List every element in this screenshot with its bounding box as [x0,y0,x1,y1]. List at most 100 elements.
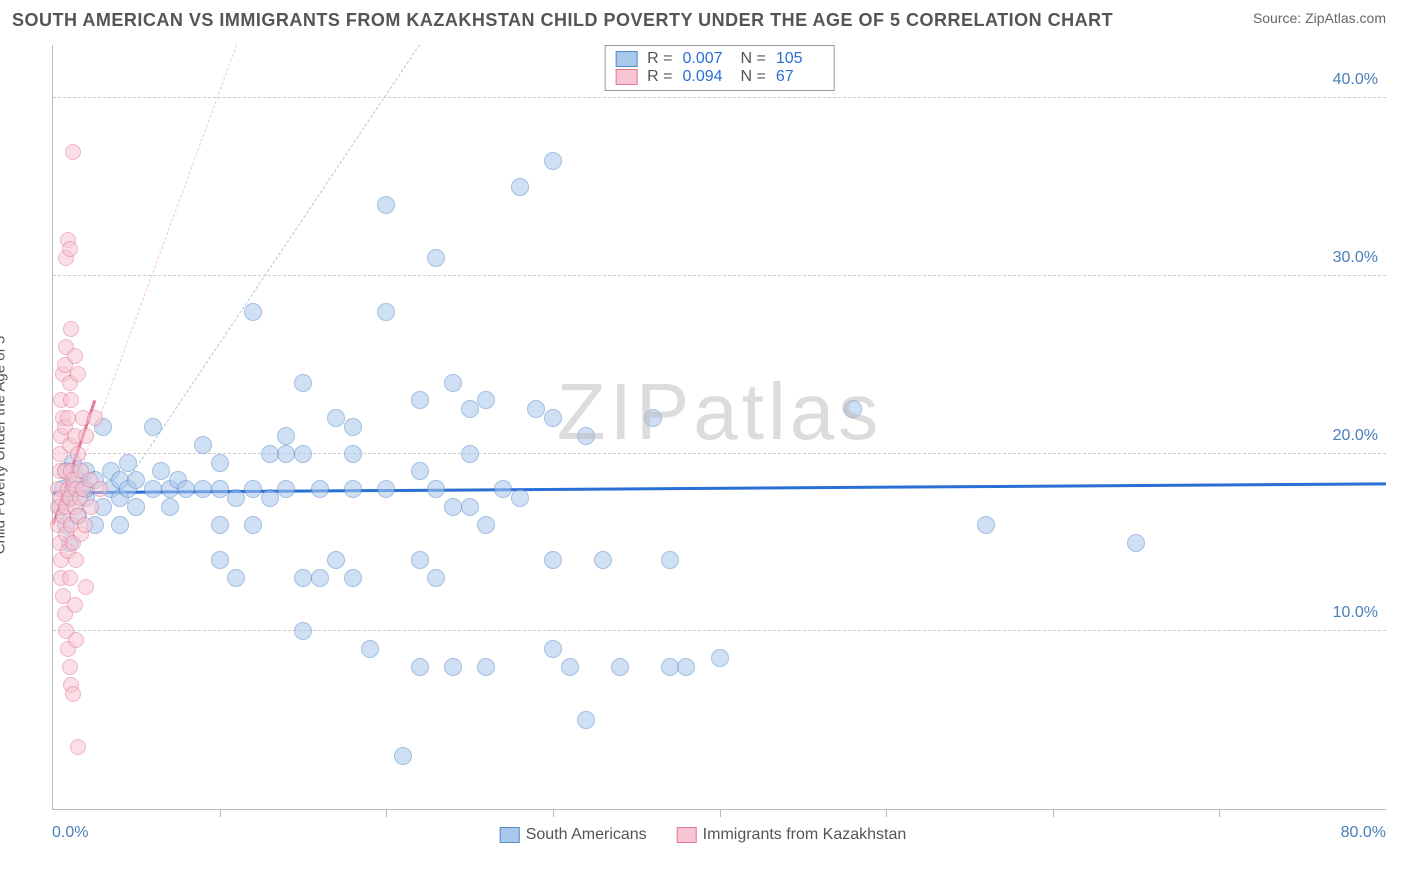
data-point [344,480,362,498]
y-tick-label: 20.0% [1333,427,1378,445]
data-point [477,516,495,534]
data-point [261,489,279,507]
x-axis-min-label: 0.0% [52,824,88,842]
legend-n-value: 105 [776,50,824,68]
data-point [68,552,84,568]
gridline [53,630,1386,631]
data-point [844,400,862,418]
legend-item: South Americans [500,826,647,844]
data-point [644,409,662,427]
data-point [511,489,529,507]
y-tick-label: 30.0% [1333,249,1378,267]
chart-source: Source: ZipAtlas.com [1253,10,1386,26]
x-tick [553,809,554,817]
data-point [177,480,195,498]
data-point [211,516,229,534]
data-point [244,516,262,534]
data-point [127,498,145,516]
data-point [977,516,995,534]
data-point [427,569,445,587]
data-point [227,569,245,587]
data-point [461,445,479,463]
data-point [494,480,512,498]
data-point [461,498,479,516]
data-point [277,427,295,445]
data-point [63,321,79,337]
data-point [444,658,462,676]
data-point [70,366,86,382]
data-point [1127,534,1145,552]
data-point [594,551,612,569]
x-tick [386,809,387,817]
data-point [152,462,170,480]
data-point [411,462,429,480]
data-point [63,392,79,408]
data-point [577,427,595,445]
data-point [127,471,145,489]
data-point [444,374,462,392]
y-tick-label: 10.0% [1333,604,1378,622]
x-tick [1053,809,1054,817]
data-point [244,480,262,498]
legend-r-value: 0.094 [683,68,731,86]
data-point [65,686,81,702]
source-prefix: Source: [1253,10,1305,26]
data-point [67,597,83,613]
watermark: ZIPatlas [557,366,882,458]
chart-container: Child Poverty Under the Age of 5 ZIPatla… [10,40,1396,850]
data-point [70,446,86,462]
data-point [294,622,312,640]
data-point [344,418,362,436]
data-point [427,480,445,498]
data-point [544,640,562,658]
data-point [62,659,78,675]
data-point [411,391,429,409]
data-point [83,499,99,515]
data-point [361,640,379,658]
data-point [294,445,312,463]
data-point [211,454,229,472]
data-point [87,410,103,426]
data-point [68,632,84,648]
data-point [444,498,462,516]
legend-n-label: N = [741,50,766,68]
data-point [62,241,78,257]
data-point [477,658,495,676]
legend-item: Immigrants from Kazakhstan [677,826,907,844]
data-point [327,409,345,427]
data-point [461,400,479,418]
data-point [377,196,395,214]
data-point [394,747,412,765]
source-link[interactable]: ZipAtlas.com [1305,10,1386,26]
data-point [561,658,579,676]
data-point [227,489,245,507]
chart-title: SOUTH AMERICAN VS IMMIGRANTS FROM KAZAKH… [12,10,1113,31]
chart-header: SOUTH AMERICAN VS IMMIGRANTS FROM KAZAKH… [0,0,1406,31]
data-point [411,658,429,676]
plot-area: ZIPatlas R =0.007N =105R =0.094N =67 10.… [52,45,1386,810]
data-point [677,658,695,676]
data-point [92,481,108,497]
legend-stat-row: R =0.094N =67 [615,68,824,86]
legend-stat-row: R =0.007N =105 [615,50,824,68]
data-point [62,570,78,586]
data-point [344,445,362,463]
data-point [194,436,212,454]
data-point [70,739,86,755]
legend-swatch [615,69,637,85]
data-point [261,445,279,463]
legend-n-value: 67 [776,68,824,86]
x-tick [720,809,721,817]
x-tick [1219,809,1220,817]
data-point [711,649,729,667]
legend-stats: R =0.007N =105R =0.094N =67 [604,45,835,91]
data-point [544,152,562,170]
data-point [65,144,81,160]
legend-r-label: R = [647,50,672,68]
x-tick [886,809,887,817]
data-point [277,445,295,463]
legend-label: Immigrants from Kazakhstan [703,826,907,844]
data-point [544,551,562,569]
data-point [78,428,94,444]
data-point [577,711,595,729]
